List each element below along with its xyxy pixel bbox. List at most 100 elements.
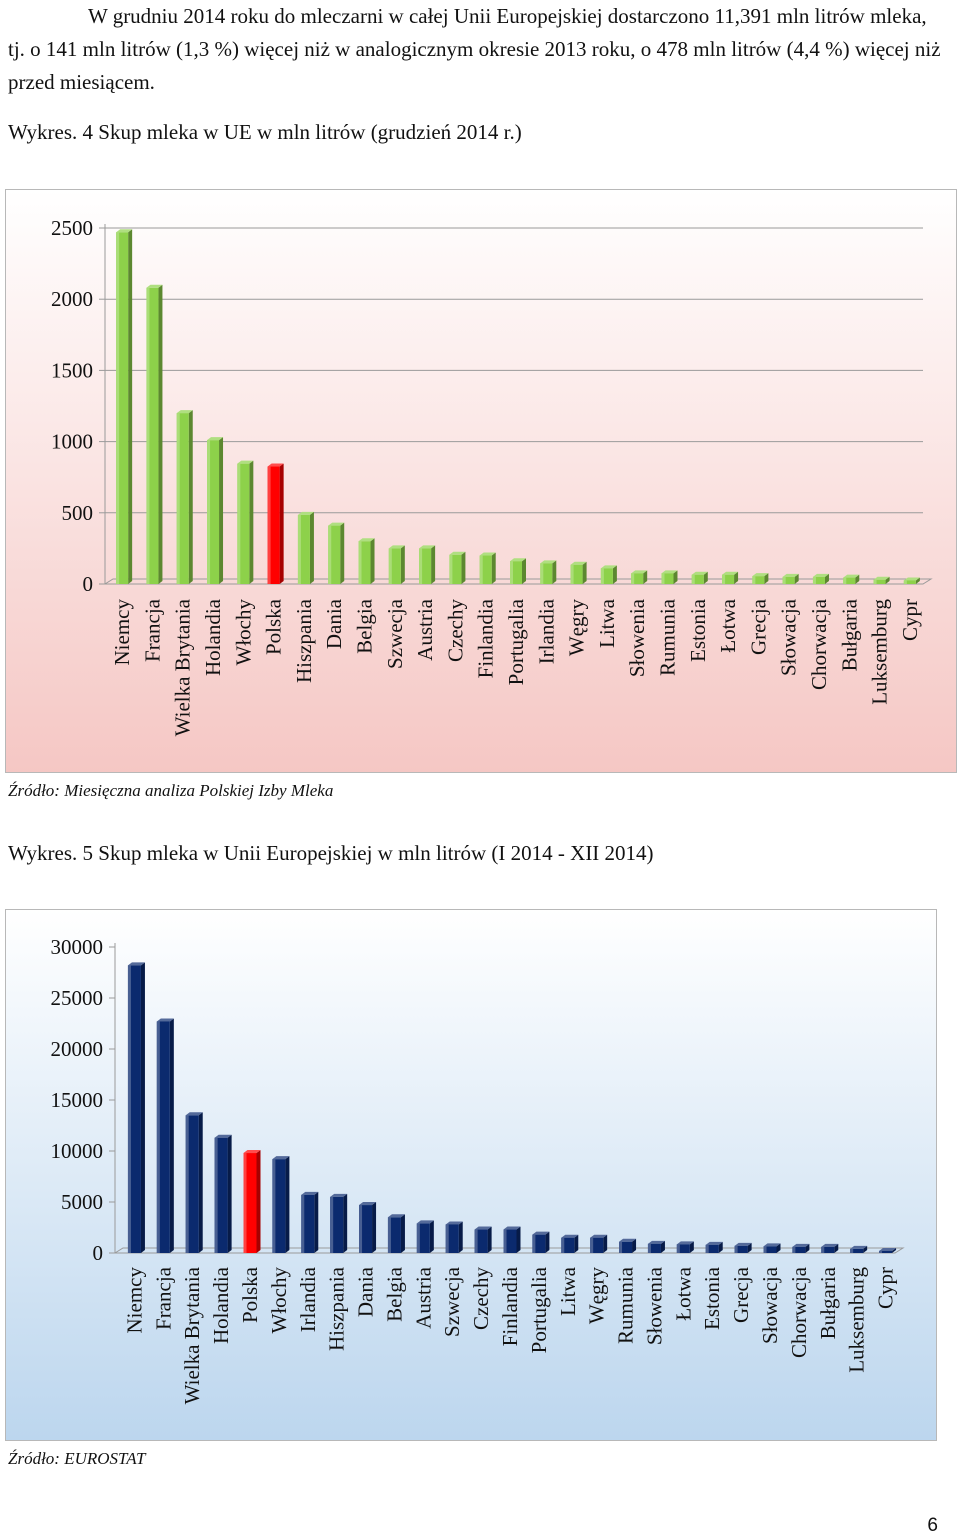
chart2-background [5,909,937,1441]
chart1-category-label: Francja [140,598,164,662]
chart2-bar [387,1214,405,1253]
chart2-bar [821,1243,839,1253]
chart1-category-label: Grecja [746,598,770,655]
chart2-floor [113,1247,905,1254]
chart2-svg: 0 5000 10000 15000 20000 25000 30000 Niemcy Fran… [5,909,937,1441]
chart2-container: 0 5000 10000 15000 20000 25000 30000 Niemcy Fran… [5,909,937,1441]
chart2-bar [445,1221,463,1253]
chart1-bar [207,437,224,584]
chart2-bar [590,1234,608,1253]
chart2-category-label: Łotwa [671,1266,695,1320]
chart1-bar [873,576,890,584]
chart2-bar [185,1112,203,1253]
chart1-bar [691,571,708,584]
chart2-category-label: Belgia [382,1266,406,1321]
chart1-category-label: Szwecja [383,598,407,669]
chart2-category-label: Bułgaria [816,1266,840,1339]
chart2-bar [561,1234,579,1253]
chart2-category-label: Litwa [556,1266,580,1316]
chart2-source-text: EUROSTAT [64,1449,146,1468]
chart1-category-label: Niemcy [110,599,134,666]
chart1-category-label: Luksemburg [868,599,892,705]
chart2-bar [763,1243,781,1253]
chart1-category-label: Łotwa [716,598,740,652]
chart1-bar [570,561,587,584]
chart2-bar [416,1220,434,1253]
chart1-category-label: Dania [322,598,346,649]
chart1-bar [297,511,314,584]
chart2-y-tick-label: 25000 [51,986,104,1010]
chart2-bar [676,1241,694,1253]
chart2-category-label: Rumunia [614,1266,638,1344]
chart2-bar [474,1226,492,1253]
chart1-bar [479,552,496,584]
chart1-category-label: Włochy [231,599,255,666]
chart1-category-label: Słowenia [625,598,649,677]
chart1-bar [116,229,133,584]
chart1-source-label: Źródło: [8,781,60,800]
chart2-y-tick-label: 10000 [51,1139,104,1163]
chart1-y-tick-label: 0 [83,572,94,596]
chart2-bar [214,1134,232,1253]
chart2-category-label: Finlandia [498,1266,522,1346]
chart1-bar [449,551,466,584]
chart1-category-label: Estonia [686,598,710,662]
chart2-category-label: Irlandia [296,1266,320,1332]
chart1-background [5,189,957,773]
chart1-category-label: Belgia [353,598,377,653]
chart1-category-label: Bułgaria [837,598,861,671]
chart1-source: Źródło: Miesięczna analiza Polskiej Izby… [8,781,333,801]
chart1-container: 0 500 1000 1500 2000 2500 Niemcy Francja Wielka … [5,189,957,773]
chart1-bar [661,570,678,584]
chart1-bar [540,560,557,584]
chart1-bar [267,463,284,584]
chart2-bar [330,1193,348,1253]
chart2-category-label: Polska [238,1266,262,1323]
chart2-category-label: Hiszpania [325,1266,349,1351]
chart2-category-label: Niemcy [122,1267,146,1334]
chart2-category-label: Wielka Brytania [180,1266,204,1404]
chart1-category-label: Austria [413,598,437,661]
chart2-bar [850,1245,868,1253]
page-number: 6 [927,1515,938,1536]
chart1-bar [419,545,436,584]
chart1-bar [146,284,163,584]
chart2-category-label: Francja [151,1266,175,1330]
chart1-y-tick-label: 1000 [51,430,93,454]
chart1-bar [176,410,193,584]
chart2-category-label: Włochy [267,1267,291,1334]
chart1-category-label: Czechy [443,599,467,662]
chart2-bar [272,1156,290,1253]
chart1-bar [388,545,405,584]
chart2-y-tick-label: 0 [93,1241,104,1265]
chart2-y-tick-label: 15000 [51,1088,104,1112]
chart2-bar [647,1240,665,1253]
chart1-floor [103,578,933,585]
chart2-category-label: Luksemburg [845,1267,869,1373]
chart2-bar [503,1226,521,1253]
chart2-caption: Wykres. 5 Skup mleka w Unii Europejskiej… [8,841,654,865]
chart2-category-label: Czechy [469,1267,493,1330]
chart1-bar [722,571,739,584]
chart1-bar [843,574,860,584]
chart1-category-label: Węgry [565,599,589,657]
chart2-bar [127,962,145,1253]
chart2-bar [156,1018,174,1253]
chart2-y-tick-label: 20000 [51,1037,104,1061]
chart1-svg: 0 500 1000 1500 2000 2500 Niemcy Francja Wielka … [5,189,957,773]
chart1-bar [752,573,769,584]
chart2-bar [301,1191,319,1253]
chart1-category-label: Rumunia [655,598,679,676]
chart2-category-label: Portugalia [527,1266,551,1353]
chart1-category-label: Polska [262,598,286,655]
chart1-category-label: Irlandia [534,598,558,664]
chart1-category-label: Portugalia [504,598,528,685]
chart2-category-label: Estonia [700,1266,724,1330]
chart2-y-tick-label: 5000 [61,1190,103,1214]
chart2-category-label: Szwecja [440,1266,464,1337]
chart2-category-label: Cypr [874,1267,898,1309]
chart1-bar [812,573,829,584]
chart2-source: Źródło: EUROSTAT [8,1449,145,1469]
chart2-source-label: Źródło: [8,1449,60,1468]
chart2-bar [619,1238,637,1253]
